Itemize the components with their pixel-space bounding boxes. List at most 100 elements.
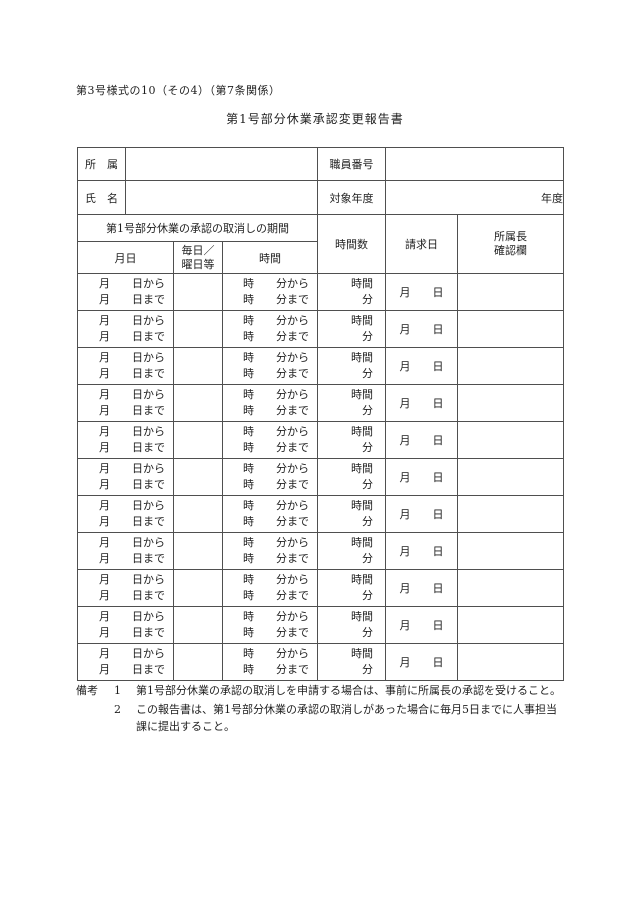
employee-number-label: 職員番号 [317, 147, 387, 181]
time-to-text: 時 分まで [243, 663, 310, 676]
period-group-header-row: 第1号部分休業の承認の取消しの期間 時間数 請求日 所属長 確認欄 [76, 214, 565, 274]
hours-cell: 時間 分 [317, 495, 387, 533]
everyday-cell [173, 458, 223, 496]
everyday-column-header: 毎日／ 曜日等 [173, 241, 223, 274]
period-date-cell: 月 日から 月 日まで [77, 310, 174, 348]
target-year-label: 対象年度 [317, 180, 387, 215]
date-to-text: 月 日まで [99, 515, 165, 528]
target-year-value: 年度 [385, 180, 565, 215]
hours-cell: 時間 分 [317, 421, 387, 459]
date-to-text: 月 日まで [99, 478, 165, 491]
table-row: 月 日から 月 日まで 時 分から 時 分まで 時間 分 月 日 [77, 606, 565, 644]
time-column-header: 時間 [221, 241, 319, 274]
period-time-cell: 時 分から 時 分まで [221, 310, 319, 348]
remark-text: 第1号部分休業の承認の取消しを申請する場合は、事前に所属長の承認を受けること。 [136, 684, 561, 697]
time-from-text: 時 分から [243, 351, 310, 364]
request-date-cell: 月 日 [385, 495, 459, 533]
info-row-affiliation: 所 属 職員番号 [77, 147, 565, 181]
date-from-text: 月 日から [99, 314, 165, 327]
period-time-cell: 時 分から 時 分まで [221, 606, 319, 644]
hours-unit-line1: 時間 [351, 425, 374, 438]
time-from-text: 時 分から [243, 314, 310, 327]
hours-unit-line2: 分 [362, 515, 374, 528]
date-column-header: 月日 [77, 241, 174, 274]
date-to-text: 月 日まで [99, 330, 165, 343]
date-to-text: 月 日まで [99, 589, 165, 602]
time-from-text: 時 分から [243, 499, 310, 512]
hours-unit-line2: 分 [362, 404, 374, 417]
year-suffix: 年度 [541, 191, 564, 205]
hours-unit-line1: 時間 [351, 277, 374, 290]
date-to-text: 月 日まで [99, 663, 165, 676]
period-group-header: 第1号部分休業の承認の取消しの期間 [76, 214, 319, 242]
time-to-text: 時 分まで [243, 552, 310, 565]
confirm-cell [457, 569, 565, 607]
period-time-cell: 時 分から 時 分まで [221, 384, 319, 422]
time-from-text: 時 分から [243, 610, 310, 623]
hours-cell: 時間 分 [317, 569, 387, 607]
confirm-cell [457, 421, 565, 459]
page-title: 第1号部分休業承認変更報告書 [226, 112, 404, 126]
date-from-text: 月 日から [99, 425, 165, 438]
request-date-cell: 月 日 [385, 384, 459, 422]
request-date-cell: 月 日 [385, 347, 459, 385]
period-date-cell: 月 日から 月 日まで [77, 421, 174, 459]
hours-unit-line2: 分 [362, 663, 374, 676]
confirm-cell [457, 347, 565, 385]
hours-unit-line1: 時間 [351, 462, 374, 475]
hours-unit-line2: 分 [362, 293, 374, 306]
period-date-cell: 月 日から 月 日まで [77, 273, 174, 311]
hours-unit-line2: 分 [362, 589, 374, 602]
time-from-text: 時 分から [243, 462, 310, 475]
confirm-cell [457, 458, 565, 496]
name-value [124, 180, 319, 215]
date-to-text: 月 日まで [99, 441, 165, 454]
period-time-cell: 時 分から 時 分まで [221, 421, 319, 459]
request-date-cell: 月 日 [385, 569, 459, 607]
period-time-cell: 時 分から 時 分まで [221, 495, 319, 533]
name-label: 氏 名 [77, 180, 126, 215]
hours-cell: 時間 分 [317, 643, 387, 681]
hours-unit-line1: 時間 [351, 351, 374, 364]
period-date-cell: 月 日から 月 日まで [77, 569, 174, 607]
everyday-cell [173, 495, 223, 533]
hours-unit-line1: 時間 [351, 647, 374, 660]
table-row: 月 日から 月 日まで 時 分から 時 分まで 時間 分 月 日 [77, 347, 565, 385]
table-row: 月 日から 月 日まで 時 分から 時 分まで 時間 分 月 日 [77, 569, 565, 607]
time-to-text: 時 分まで [243, 404, 310, 417]
date-from-text: 月 日から [99, 499, 165, 512]
hours-unit-line1: 時間 [351, 499, 374, 512]
date-to-text: 月 日まで [99, 552, 165, 565]
time-to-text: 時 分まで [243, 441, 310, 454]
hours-unit-line2: 分 [362, 478, 374, 491]
period-time-cell: 時 分から 時 分まで [221, 273, 319, 311]
hours-cell: 時間 分 [317, 532, 387, 570]
date-from-text: 月 日から [99, 388, 165, 401]
everyday-cell [173, 310, 223, 348]
hours-cell: 時間 分 [317, 273, 387, 311]
table-row: 月 日から 月 日まで 時 分から 時 分まで 時間 分 月 日 [77, 384, 565, 422]
request-date-cell: 月 日 [385, 532, 459, 570]
period-time-cell: 時 分から 時 分まで [221, 347, 319, 385]
period-subheader-row: 月日 毎日／ 曜日等 時間 [77, 241, 564, 274]
hours-cell: 時間 分 [317, 606, 387, 644]
request-date-cell: 月 日 [385, 310, 459, 348]
date-to-text: 月 日まで [99, 367, 165, 380]
hours-unit-line1: 時間 [351, 573, 374, 586]
hours-column-header: 時間数 [317, 214, 387, 274]
hours-unit-line1: 時間 [351, 536, 374, 549]
everyday-cell [173, 532, 223, 570]
period-date-cell: 月 日から 月 日まで [77, 384, 174, 422]
everyday-cell [173, 347, 223, 385]
date-from-text: 月 日から [99, 647, 165, 660]
table-row: 月 日から 月 日まで 時 分から 時 分まで 時間 分 月 日 [77, 310, 565, 348]
request-date-cell: 月 日 [385, 458, 459, 496]
period-time-cell: 時 分から 時 分まで [221, 458, 319, 496]
approver-confirm-column-header: 所属長 確認欄 [457, 214, 565, 274]
period-date-cell: 月 日から 月 日まで [77, 606, 174, 644]
time-from-text: 時 分から [243, 277, 310, 290]
date-from-text: 月 日から [99, 462, 165, 475]
time-from-text: 時 分から [243, 388, 310, 401]
hours-cell: 時間 分 [317, 458, 387, 496]
table-row: 月 日から 月 日まで 時 分から 時 分まで 時間 分 月 日 [77, 643, 565, 681]
